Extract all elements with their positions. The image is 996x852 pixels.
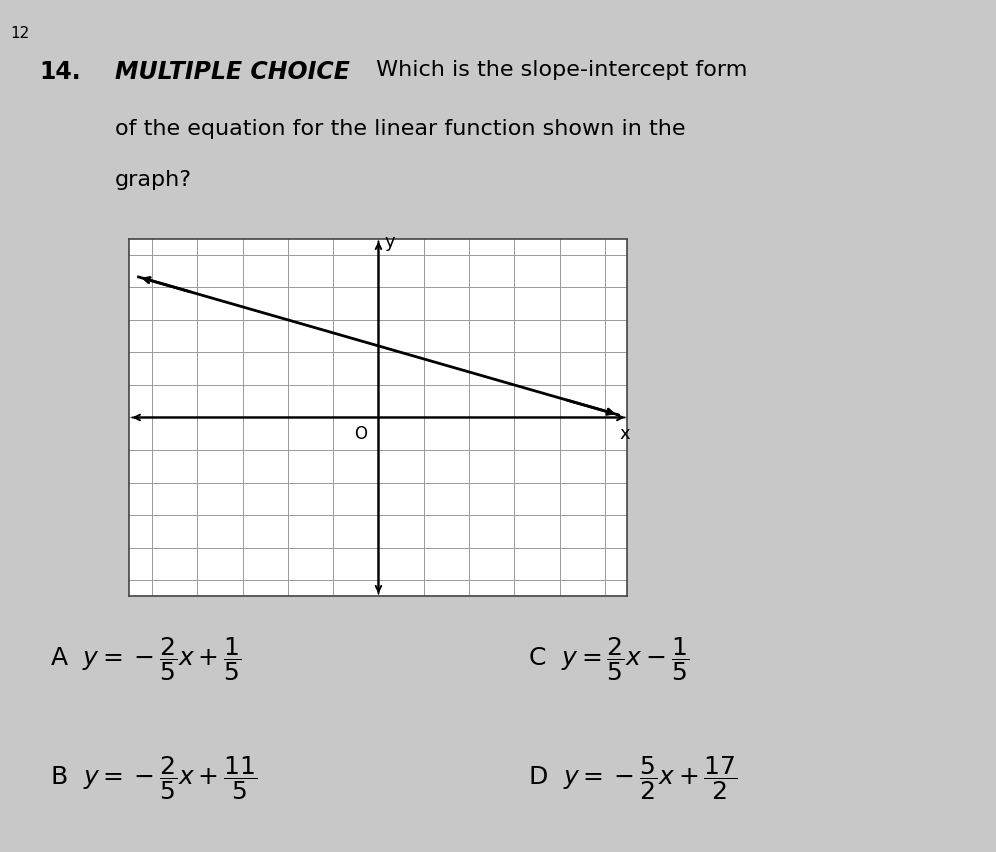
Text: 14.: 14. <box>40 60 82 83</box>
Text: 12: 12 <box>10 26 29 41</box>
Text: Which is the slope-intercept form: Which is the slope-intercept form <box>369 60 747 79</box>
Text: C  $y=\dfrac{2}{5}x-\dfrac{1}{5}$: C $y=\dfrac{2}{5}x-\dfrac{1}{5}$ <box>528 635 689 682</box>
Text: y: y <box>384 233 395 250</box>
Text: x: x <box>620 425 630 443</box>
Text: D  $y=-\dfrac{5}{2}x+\dfrac{17}{2}$: D $y=-\dfrac{5}{2}x+\dfrac{17}{2}$ <box>528 754 737 802</box>
Text: B  $y=-\dfrac{2}{5}x+\dfrac{11}{5}$: B $y=-\dfrac{2}{5}x+\dfrac{11}{5}$ <box>50 754 257 802</box>
Text: O: O <box>354 425 367 443</box>
Text: of the equation for the linear function shown in the: of the equation for the linear function … <box>115 119 685 139</box>
Text: graph?: graph? <box>115 170 191 190</box>
Text: MULTIPLE CHOICE: MULTIPLE CHOICE <box>115 60 350 83</box>
Text: A  $y=-\dfrac{2}{5}x+\dfrac{1}{5}$: A $y=-\dfrac{2}{5}x+\dfrac{1}{5}$ <box>50 635 241 682</box>
